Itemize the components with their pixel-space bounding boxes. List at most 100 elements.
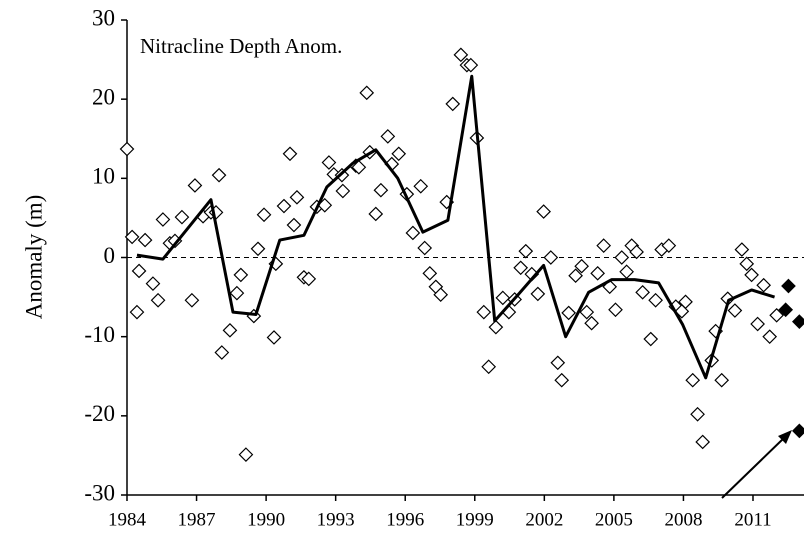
data-point — [596, 238, 612, 253]
data-point — [635, 284, 650, 300]
data-point — [129, 304, 145, 320]
data-point — [727, 303, 743, 318]
data-point — [488, 319, 504, 335]
x-tick-label: 2011 — [734, 509, 771, 530]
data-point — [579, 304, 595, 320]
data-point — [417, 240, 433, 256]
data-point — [276, 198, 292, 214]
data-point — [233, 267, 249, 283]
data-point — [433, 287, 449, 303]
data-point — [445, 96, 461, 112]
data-point — [351, 159, 367, 175]
x-tick-label: 2005 — [595, 509, 633, 530]
y-axis-label: Anomaly (m) — [21, 195, 46, 320]
y-tick-label: 30 — [92, 5, 115, 30]
x-tick-label: 1999 — [456, 509, 494, 530]
data-point — [574, 258, 590, 274]
data-point — [550, 355, 566, 371]
data-point — [222, 322, 238, 338]
data-point — [453, 47, 469, 63]
data-point — [373, 182, 389, 198]
data-point — [413, 178, 429, 194]
data-point — [229, 285, 245, 301]
y-tick-label: 20 — [92, 84, 115, 109]
x-tick-label: 1993 — [317, 509, 355, 530]
data-point — [391, 146, 407, 162]
data-point — [321, 155, 337, 170]
data-point — [380, 129, 396, 144]
data-point — [481, 359, 497, 375]
data-point — [792, 423, 804, 439]
y-tick-label: -20 — [84, 401, 115, 426]
data-point — [530, 286, 546, 302]
data-point — [184, 292, 200, 308]
arrow-shaft — [721, 436, 786, 499]
data-point — [238, 447, 254, 462]
data-point — [690, 406, 705, 422]
chart-annotation: Nitracline Depth Anom. — [140, 34, 342, 58]
data-point — [648, 292, 663, 308]
data-point — [750, 316, 765, 332]
data-point — [174, 209, 190, 225]
data-point — [286, 217, 302, 233]
data-point — [359, 85, 375, 101]
y-tick-label: 0 — [104, 243, 116, 268]
data-point — [518, 243, 534, 259]
data-point — [422, 265, 438, 281]
data-point — [250, 241, 266, 257]
data-point — [211, 167, 227, 183]
data-point — [661, 238, 677, 253]
data-point — [476, 304, 492, 320]
data-point — [762, 329, 778, 345]
data-point — [137, 232, 153, 248]
y-tick-label: 10 — [92, 164, 115, 189]
x-tick-label: 2002 — [525, 509, 563, 530]
x-tick-label: 2008 — [664, 509, 702, 530]
data-point — [734, 242, 750, 257]
data-point — [119, 141, 135, 157]
data-point — [266, 330, 282, 345]
data-point — [756, 277, 772, 293]
data-point — [543, 250, 559, 265]
data-point — [714, 372, 730, 388]
data-point — [554, 372, 570, 388]
data-point — [145, 276, 161, 291]
data-point — [335, 183, 351, 199]
data-point — [792, 314, 804, 329]
data-point — [155, 212, 171, 227]
trend-line — [136, 74, 775, 380]
data-point — [744, 267, 759, 283]
data-point — [187, 178, 203, 193]
y-tick-label: -30 — [84, 480, 115, 505]
data-point — [463, 57, 479, 73]
data-point — [695, 434, 711, 450]
data-point — [781, 278, 796, 294]
data-point — [495, 290, 511, 306]
data-point — [256, 207, 272, 223]
data-point — [678, 294, 693, 310]
data-point — [619, 264, 634, 280]
data-point — [608, 302, 623, 318]
data-point — [614, 250, 630, 265]
data-point — [584, 315, 599, 331]
data-point — [568, 268, 583, 284]
data-point — [778, 302, 794, 318]
x-tick-label: 1990 — [247, 509, 285, 530]
data-point — [214, 345, 230, 360]
arrow-head — [778, 430, 792, 444]
x-tick-label: 1984 — [108, 509, 147, 530]
data-point — [536, 204, 551, 219]
data-point — [301, 271, 317, 287]
data-point — [405, 225, 421, 241]
y-tick-label: -10 — [84, 322, 115, 347]
data-point — [590, 265, 606, 281]
data-point — [629, 244, 644, 260]
data-point — [289, 189, 305, 205]
data-point — [368, 206, 384, 222]
data-point — [739, 256, 755, 272]
x-tick-label: 1987 — [178, 509, 216, 530]
data-point — [131, 263, 147, 279]
data-point — [282, 146, 298, 162]
